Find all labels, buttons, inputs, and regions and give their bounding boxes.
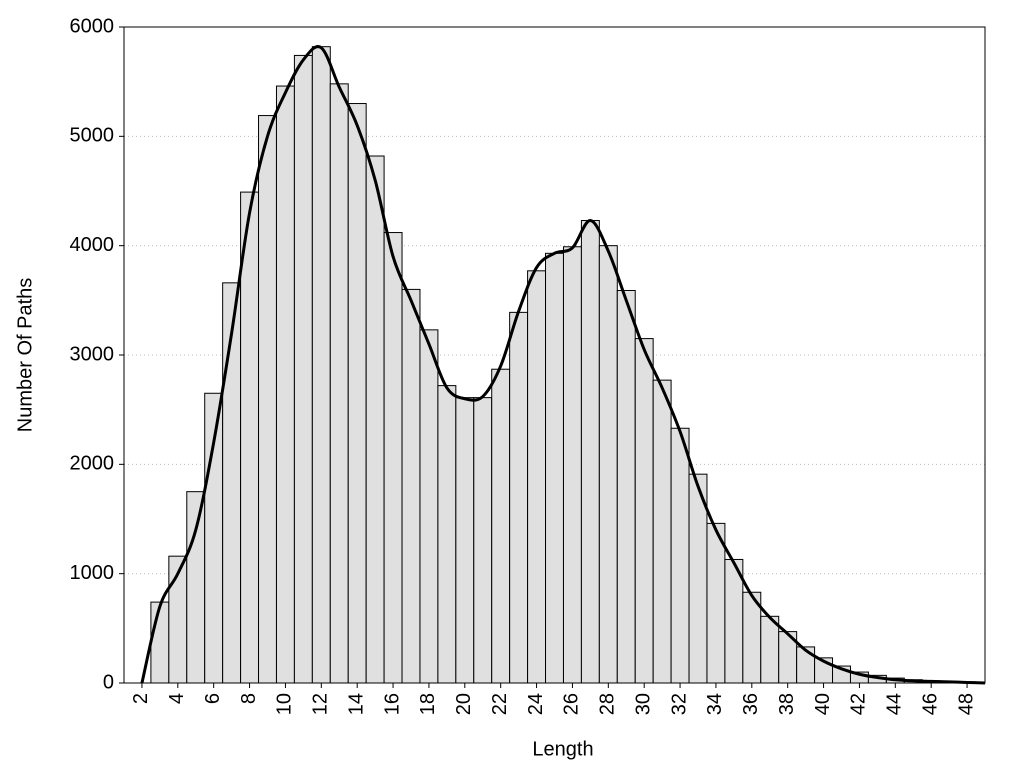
- bar: [419, 329, 439, 684]
- x-tick-label: 10: [274, 693, 296, 715]
- bar: [329, 83, 349, 684]
- bar: [240, 191, 260, 684]
- x-tick-label: 12: [310, 693, 332, 715]
- bar: [455, 397, 475, 684]
- bar: [760, 615, 780, 684]
- bar: [634, 338, 654, 684]
- x-tick-label: 8: [238, 693, 260, 704]
- bar: [311, 46, 331, 684]
- x-tick-label: 40: [812, 693, 834, 715]
- bar: [509, 311, 529, 684]
- x-tick-label: 2: [130, 693, 152, 704]
- bar: [652, 379, 672, 684]
- y-tick-label: 4000: [70, 234, 115, 256]
- bar: [473, 397, 493, 684]
- x-tick-label: 30: [632, 693, 654, 715]
- bar: [186, 491, 206, 684]
- y-tick-label: 0: [103, 671, 114, 693]
- bar: [383, 232, 403, 684]
- x-tick-label: 44: [884, 693, 906, 715]
- bar: [724, 558, 744, 684]
- x-tick-label: 24: [525, 693, 547, 715]
- x-tick-label: 42: [848, 693, 870, 715]
- bar: [222, 282, 242, 684]
- bar: [545, 252, 564, 684]
- x-tick-label: 18: [417, 693, 439, 715]
- y-tick-label: 3000: [70, 343, 115, 365]
- bar: [616, 289, 636, 684]
- x-axis-label: Length: [532, 738, 593, 760]
- y-axis-label: Number Of Paths: [14, 278, 36, 433]
- bar: [347, 103, 367, 684]
- x-tick-label: 34: [704, 693, 726, 715]
- x-tick-label: 32: [668, 693, 690, 715]
- bar: [293, 54, 313, 684]
- x-tick-label: 36: [740, 693, 762, 715]
- density-curve: [140, 45, 986, 685]
- y-tick-label: 1000: [70, 562, 115, 584]
- bar: [527, 270, 547, 684]
- bar: [580, 220, 600, 684]
- x-tick-label: 16: [381, 693, 403, 715]
- bar: [670, 427, 690, 684]
- x-tick-label: 38: [776, 693, 798, 715]
- y-tick-label: 6000: [70, 15, 115, 37]
- plot-frame: [123, 26, 986, 684]
- y-tick-label: 2000: [70, 453, 115, 475]
- x-tick-label: 48: [955, 693, 977, 715]
- x-tick-label: 14: [345, 693, 367, 715]
- bar: [491, 368, 511, 684]
- bar: [401, 288, 421, 684]
- bar: [706, 522, 726, 684]
- bar: [365, 155, 385, 684]
- bar: [598, 245, 618, 684]
- bar: [562, 246, 582, 684]
- bar: [258, 115, 277, 684]
- bar: [150, 601, 170, 684]
- x-tick-label: 46: [919, 693, 941, 715]
- x-tick-label: 26: [561, 693, 583, 715]
- y-tick-label: 5000: [70, 125, 115, 147]
- x-tick-label: 22: [489, 693, 511, 715]
- bar: [275, 85, 295, 684]
- bar: [796, 646, 816, 684]
- x-tick-label: 28: [597, 693, 619, 715]
- x-tick-label: 6: [202, 693, 224, 704]
- x-tick-label: 20: [453, 693, 475, 715]
- bar: [437, 385, 457, 684]
- x-tick-label: 4: [166, 693, 188, 704]
